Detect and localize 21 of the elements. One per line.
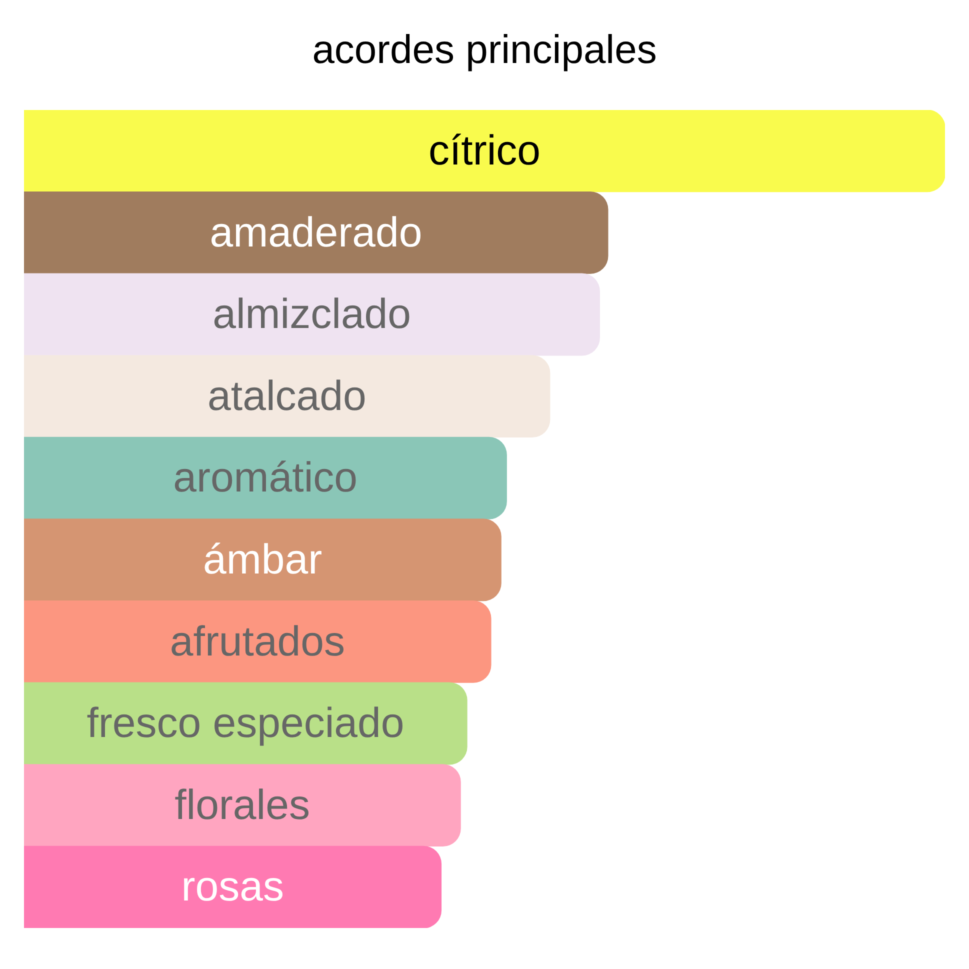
bar [24,355,550,438]
y-tick-label: atalcado [208,372,366,419]
y-tick-label: aromático [173,454,358,501]
bar [24,191,608,274]
y-tick-label: afrutados [170,617,346,664]
y-tick-label: florales [174,780,310,828]
y-tick-label: cítrico [428,126,541,174]
bar [24,518,502,602]
y-tick-label: rosas [181,862,284,910]
bar [24,600,492,683]
chart-title: acordes principales [312,28,657,72]
bar [24,764,461,847]
bar [24,682,468,765]
bar [24,436,507,520]
y-tick-label: fresco especiado [86,699,404,746]
y-tick-label: ámbar [203,535,322,582]
bar [24,273,600,356]
y-tick-label: almizclado [212,290,412,338]
bar [24,846,442,928]
y-tick-label: amaderado [210,208,422,256]
bar [24,110,945,192]
